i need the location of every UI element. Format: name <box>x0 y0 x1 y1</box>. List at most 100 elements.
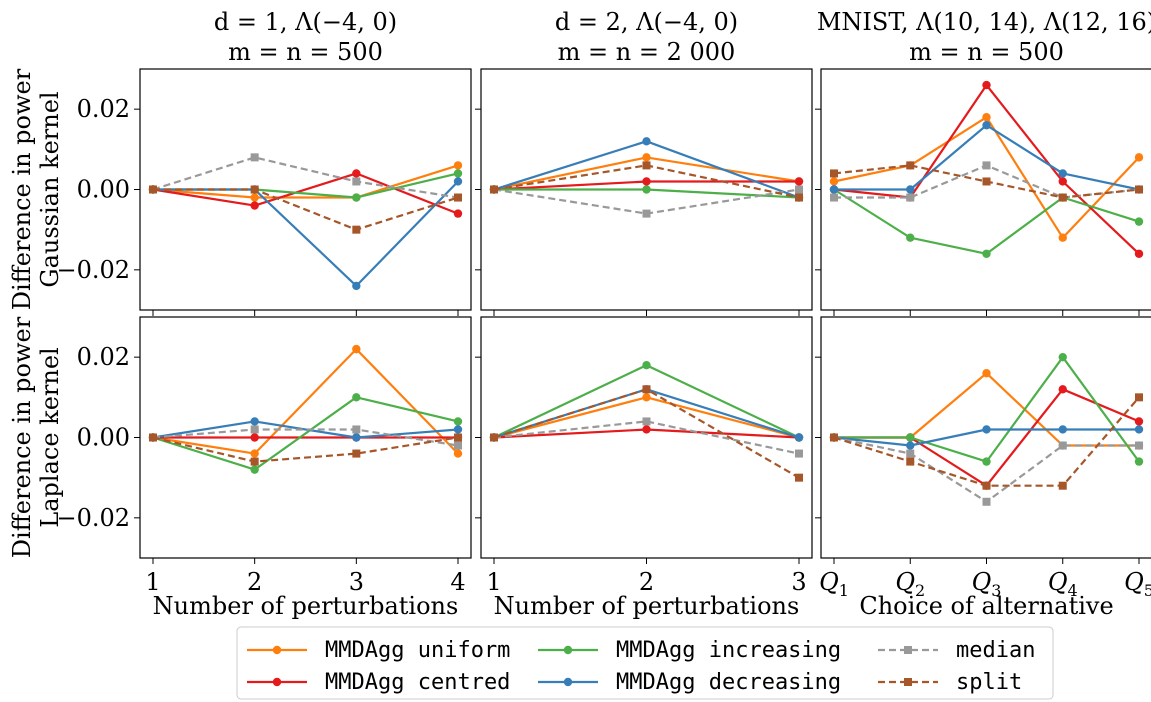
data-point <box>982 481 991 490</box>
data-point <box>906 441 915 450</box>
data-point <box>453 417 463 426</box>
series-line-mmdagg-uniform <box>834 372 1139 447</box>
data-point <box>1058 352 1067 362</box>
data-point <box>982 497 991 506</box>
data-point <box>352 425 361 434</box>
data-point <box>1058 441 1067 450</box>
data-point <box>453 449 463 458</box>
panel-frame <box>139 68 472 311</box>
series-line-median <box>152 428 459 447</box>
data-point <box>795 185 803 194</box>
panel-frame <box>139 316 472 559</box>
data-point <box>352 281 361 291</box>
series-line-mmdagg-uniform <box>152 164 459 199</box>
column-subtitle-3: m = n = 500 <box>909 38 1064 66</box>
y-axis-sublabel-row-2: Laplace kernel <box>36 347 64 527</box>
data-point <box>830 169 838 178</box>
data-point <box>250 449 259 458</box>
legend-box <box>236 626 1054 700</box>
y-tick-label: −0.02 <box>56 504 130 532</box>
series-line-mmdagg-decreasing <box>152 420 459 439</box>
data-point <box>490 433 498 442</box>
data-point <box>149 185 157 194</box>
data-point <box>830 193 838 202</box>
data-point <box>1135 393 1143 402</box>
panel-r1-c2 <box>475 68 813 316</box>
series-line-median <box>493 420 800 455</box>
legend-label: MMDAgg centred <box>325 670 510 695</box>
data-point <box>642 385 651 394</box>
data-point <box>454 433 462 442</box>
series-line-median <box>152 156 459 199</box>
column-title-2: d = 2, Λ(−4, 0) <box>555 8 738 36</box>
data-point <box>1058 233 1067 242</box>
data-point <box>1135 441 1143 450</box>
legend-marker <box>563 677 573 687</box>
data-point <box>906 233 915 242</box>
x-tick-label: Q2 <box>895 568 925 600</box>
panel-r1-c3 <box>815 68 1151 316</box>
data-point <box>490 185 498 194</box>
legend-marker <box>904 678 912 686</box>
data-point <box>149 433 157 442</box>
data-point <box>982 121 991 130</box>
x-tick-label: 1 <box>486 568 501 596</box>
data-point <box>794 177 804 186</box>
y-axis-label-row-1: Difference in power <box>8 68 36 310</box>
series-line-mmdagg-increasing <box>152 396 459 471</box>
data-point <box>906 449 915 458</box>
data-point <box>454 441 462 450</box>
legend: MMDAgg uniform MMDAgg centred MMDAgg incre… <box>236 626 1054 700</box>
data-point <box>794 433 804 442</box>
column-title-1: d = 1, Λ(−4, 0) <box>214 8 397 36</box>
y-tick-label: 0.02 <box>77 343 130 371</box>
data-point <box>982 177 991 186</box>
data-point <box>642 209 651 218</box>
data-point <box>642 393 651 402</box>
series-line-mmdagg-uniform <box>152 348 459 455</box>
data-point <box>250 425 259 434</box>
x-tick-label: 4 <box>450 568 465 596</box>
data-point <box>1058 169 1067 178</box>
data-point <box>250 457 259 466</box>
column-subtitle-1: m = n = 500 <box>228 38 383 66</box>
series-line-split <box>153 188 459 231</box>
data-point <box>352 433 361 442</box>
y-tick-label: 0.00 <box>77 424 130 452</box>
data-point <box>982 113 991 122</box>
data-point <box>1058 193 1067 202</box>
data-point <box>453 169 463 178</box>
data-point <box>642 425 651 434</box>
data-point <box>250 193 259 202</box>
panel-frame <box>820 68 1151 311</box>
data-point <box>829 185 839 194</box>
data-point <box>1135 185 1143 194</box>
legend-label: MMDAgg increasing <box>616 638 841 663</box>
legend-marker <box>563 645 573 655</box>
x-axis-label-1: Number of perturbations <box>153 592 459 620</box>
x-tick-label: Q5 <box>1124 568 1151 600</box>
data-point <box>250 185 259 194</box>
data-point <box>453 209 463 218</box>
column-title-3: MNIST, Λ(10, 14), Λ(12, 16) <box>817 8 1151 36</box>
data-point <box>642 417 651 426</box>
legend-label: MMDAgg decreasing <box>616 670 841 695</box>
y-tick-label: −0.02 <box>56 256 130 284</box>
y-tick-label: 0.00 <box>77 176 130 204</box>
legend-marker <box>272 645 282 655</box>
legend-label: split <box>956 670 1022 695</box>
data-point <box>642 361 651 370</box>
y-tick-label: 0.02 <box>77 95 130 123</box>
data-point <box>642 185 651 194</box>
data-point <box>352 193 361 202</box>
data-point <box>906 457 915 466</box>
y-axis-label-row-2: Difference in power <box>8 316 36 558</box>
panel-frame <box>480 316 813 559</box>
panel-r2-c3: Q1 Q2 Q3 Q4 Q5 <box>815 316 1151 600</box>
data-point <box>1058 425 1067 434</box>
data-point <box>352 344 361 354</box>
data-point <box>1134 457 1144 466</box>
data-point <box>1058 481 1067 490</box>
x-tick-label: 2 <box>247 568 262 596</box>
series-line-mmdagg-increasing <box>833 188 1140 255</box>
